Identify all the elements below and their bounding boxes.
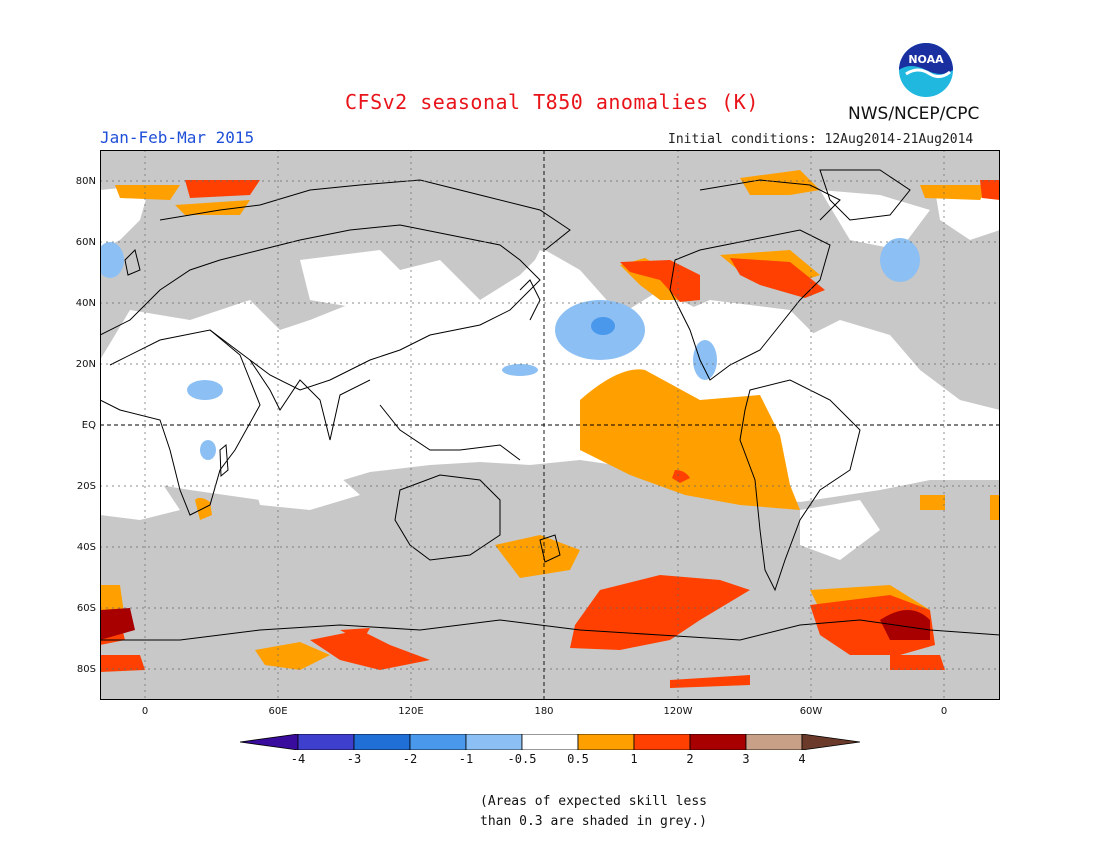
- lat-label-80s: 80S: [76, 664, 96, 675]
- lon-label-120w: 120W: [663, 706, 693, 717]
- cool-core-region: [591, 317, 615, 335]
- legend-tick: 3: [742, 752, 750, 766]
- footnote-line-1: (Areas of expected skill less: [480, 794, 707, 809]
- lat-label-60s: 60S: [76, 603, 96, 614]
- legend-swatch: [521, 734, 579, 750]
- anomaly-map: [100, 150, 1000, 700]
- legend-tick: -3: [346, 752, 362, 766]
- graticule: [100, 150, 1000, 700]
- noaa-logo-text: NOAA: [908, 53, 944, 66]
- legend-swatch: [409, 734, 467, 750]
- legend-tick: -2: [402, 752, 418, 766]
- legend-swatch: [577, 734, 635, 750]
- legend-swatch: [297, 734, 355, 750]
- lat-label-40s: 40S: [76, 542, 96, 553]
- forecast-period: Jan-Feb-Mar 2015: [100, 128, 255, 147]
- legend-swatch: [353, 734, 411, 750]
- lon-label-0-east: 0: [940, 706, 948, 717]
- legend-swatch: [745, 734, 803, 750]
- legend-swatch: [633, 734, 691, 750]
- lat-label-60n: 60N: [75, 237, 96, 248]
- color-legend: [240, 734, 860, 750]
- lat-label-40n: 40N: [75, 298, 96, 309]
- legend-arrow-right: [801, 734, 860, 750]
- organization-label: NWS/NCEP/CPC: [848, 104, 980, 124]
- lon-label-180: 180: [534, 706, 554, 717]
- lon-label-120e: 120E: [398, 706, 424, 717]
- warm-extreme-regions: [100, 608, 930, 640]
- noaa-logo: NOAA: [897, 41, 955, 99]
- legend-tick: -4: [290, 752, 306, 766]
- legend-tick: 1: [630, 752, 638, 766]
- lon-label-60e: 60E: [268, 706, 288, 717]
- legend-tick: 4: [798, 752, 806, 766]
- footnote-line-2: than 0.3 are shaded in grey.): [480, 814, 707, 829]
- lat-label-20n: 20N: [75, 359, 96, 370]
- legend-tick: -1: [458, 752, 474, 766]
- legend-arrow-left: [240, 734, 299, 750]
- lat-label-80n: 80N: [75, 176, 96, 187]
- map-title: CFSv2 seasonal T850 anomalies (K): [345, 90, 759, 114]
- initial-conditions: Initial conditions: 12Aug2014-21Aug2014: [668, 132, 974, 147]
- lon-label-0: 0: [141, 706, 149, 717]
- legend-tick: -0.5: [507, 752, 537, 766]
- legend-swatch: [689, 734, 747, 750]
- lon-label-60w: 60W: [799, 706, 823, 717]
- lat-label-eq: EQ: [81, 420, 96, 431]
- skill-footnote: (Areas of expected skill less than 0.3 a…: [480, 792, 740, 832]
- legend-tick: 2: [686, 752, 694, 766]
- legend-swatch: [465, 734, 523, 750]
- legend-tick: 0.5: [567, 752, 589, 766]
- coastlines: [100, 169, 1000, 641]
- lat-label-20s: 20S: [76, 481, 96, 492]
